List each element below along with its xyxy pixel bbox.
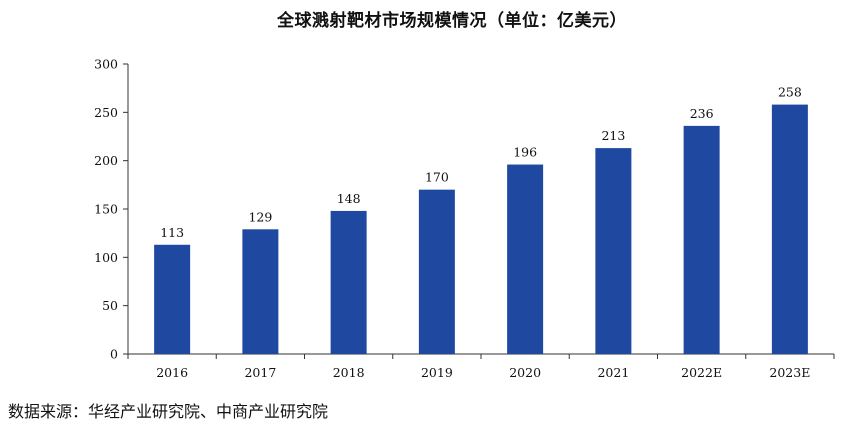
bars-group — [154, 104, 808, 354]
y-tick-label: 200 — [94, 153, 118, 168]
x-tick-label-2021: 2021 — [597, 365, 629, 380]
bar-2016 — [154, 244, 191, 354]
bar-2019 — [418, 189, 455, 354]
bar-2020 — [507, 164, 544, 354]
data-label-2023E: 258 — [778, 85, 802, 100]
y-tick-label: 300 — [94, 57, 118, 72]
source-note: 数据来源：华经产业研究院、中商产业研究院 — [8, 402, 329, 421]
bar-2018 — [330, 210, 367, 354]
x-tick-label-2018: 2018 — [333, 365, 365, 380]
bar-2021 — [595, 148, 632, 354]
x-tick-label-2022E: 2022E — [681, 365, 722, 380]
data-label-2022E: 236 — [690, 106, 714, 121]
bar-2017 — [242, 229, 279, 354]
y-tick-label: 100 — [94, 250, 118, 265]
x-tick-label-2020: 2020 — [509, 365, 541, 380]
x-tick-label-2017: 2017 — [244, 365, 276, 380]
y-tick-label: 250 — [94, 105, 118, 120]
data-label-2021: 213 — [601, 128, 625, 143]
bar-2023E — [771, 104, 808, 354]
data-label-2016: 113 — [160, 225, 184, 240]
x-tick-label-2016: 2016 — [156, 365, 188, 380]
axes: 0 50 100 150 200 250 300 — [94, 57, 835, 362]
data-label-2019: 170 — [425, 170, 449, 185]
labels-group: 113 2016 129 2017 148 2018 170 2019 196 2020 213 20… — [156, 85, 810, 380]
bar-chart: 0 50 100 150 200 250 300 113 2016 129 2017 148 2018… — [94, 57, 835, 380]
data-label-2018: 148 — [337, 191, 361, 206]
data-label-2017: 129 — [248, 209, 272, 224]
data-label-2020: 196 — [513, 145, 537, 160]
y-tick-label: 0 — [110, 347, 118, 362]
x-tick-label-2023E: 2023E — [769, 365, 810, 380]
y-tick-label: 50 — [102, 298, 118, 313]
y-tick-label: 150 — [94, 202, 118, 217]
bar-2022E — [683, 125, 720, 354]
chart-title: 全球溅射靶材市场规模情况（单位：亿美元） — [277, 11, 627, 31]
x-tick-label-2019: 2019 — [421, 365, 453, 380]
